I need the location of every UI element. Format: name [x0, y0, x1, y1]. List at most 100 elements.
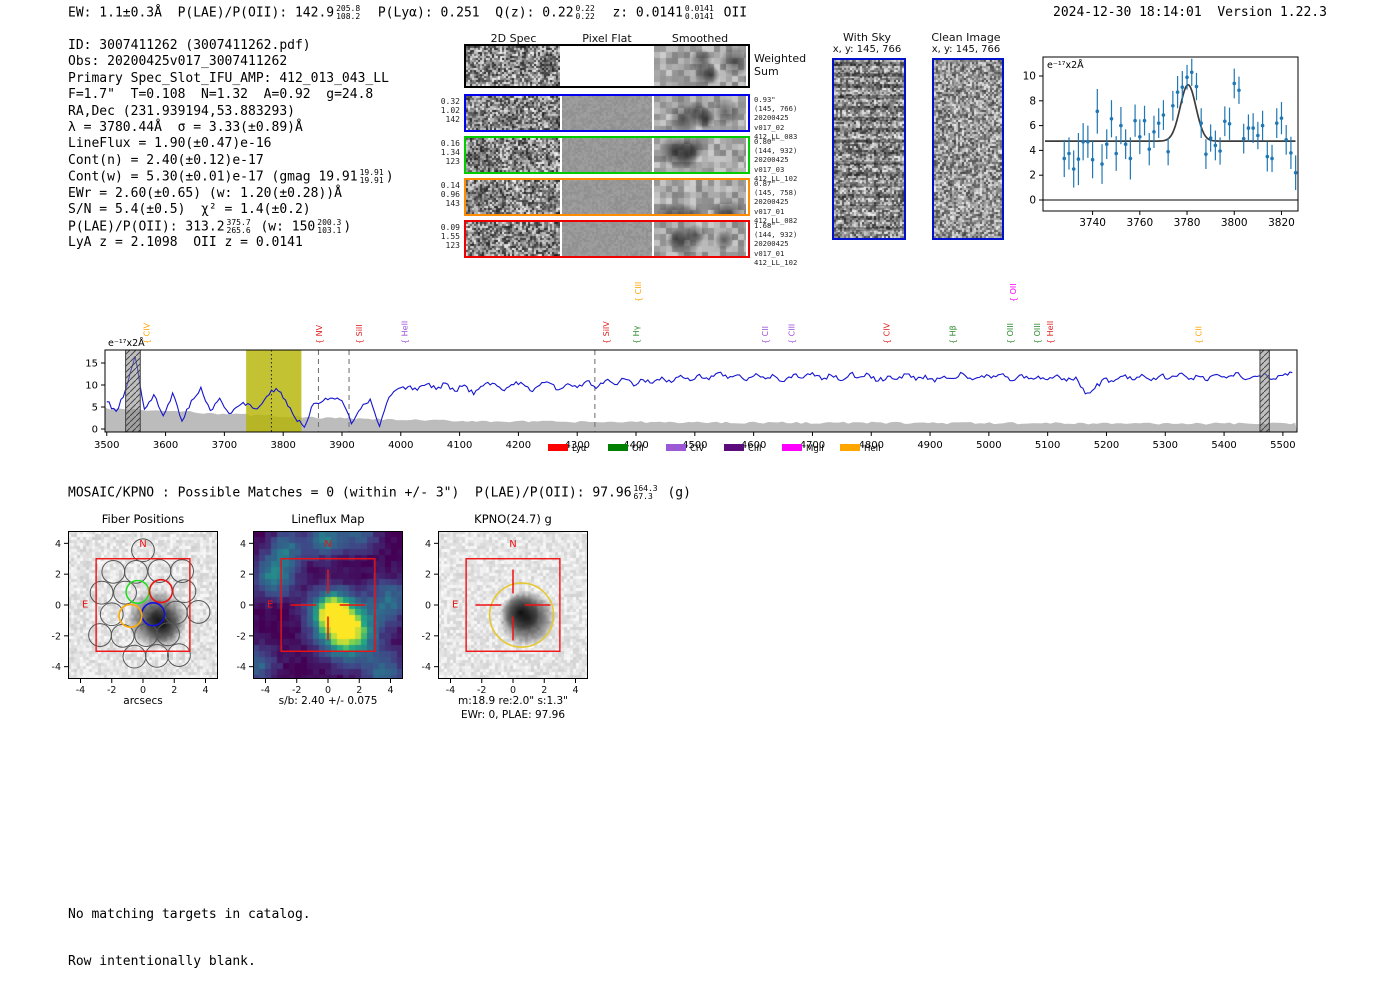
mosaic-match-line: MOSAIC/KPNO : Possible Matches = 0 (with…: [68, 484, 691, 501]
info-line: Primary Spec_Slot_IFU_AMP: 412_013_043_L…: [68, 70, 389, 86]
spec2d-row: [464, 44, 750, 88]
cutout-title: KPNO(24.7) g: [474, 512, 552, 526]
smoothed-image: [654, 180, 746, 214]
svg-text:4000: 4000: [388, 440, 413, 451]
spec2d-row: [464, 178, 750, 216]
east-label: E: [452, 599, 458, 610]
legend-label: OII: [632, 444, 644, 454]
info-line: P(LAE)/P(OII): 313.2 375.7 265.6 (w: 150 20…: [68, 217, 352, 235]
footer-line-1: No matching targets in catalog.: [68, 907, 311, 922]
svg-text:4800: 4800: [859, 440, 884, 451]
spec2d-row-left-labels: 0.14 0.96 143: [440, 181, 460, 208]
svg-text:-4: -4: [422, 662, 431, 673]
info-line: Cont(n) = 2.40(±0.12)e-17: [68, 152, 264, 168]
svg-text:4: 4: [1029, 145, 1036, 157]
fiber-circle: [99, 602, 124, 627]
stacked-uncertainty: 19.91 19.91: [359, 168, 384, 186]
info-line: S/N = 5.4(±0.5) χ² = 1.4(±0.2): [68, 202, 311, 218]
full-spectrum-chart: 3500 3600 3700 3800 3900 4000 4100 4200 4300 4400…: [85, 282, 1298, 454]
svg-text:5500: 5500: [1270, 440, 1295, 451]
highlighted-fiber-circle: [118, 603, 143, 628]
svg-text:4: 4: [240, 539, 246, 550]
pixel-flat-image: [562, 222, 652, 256]
spec2d-image: [466, 180, 560, 214]
svg-text:-2: -2: [52, 631, 61, 642]
info-line: RA,Dec (231.939194,53.883293): [68, 103, 295, 119]
spec2d-row-annotation: 1.68" (144, 932) 20200425 v017_01 412_LL_102: [754, 221, 798, 267]
cutout-title: Lineflux Map: [291, 512, 365, 526]
stacked-uncertainty: 205.8 108.2: [336, 4, 361, 21]
fiber-circle: [145, 643, 169, 668]
svg-text:2: 2: [1029, 170, 1036, 182]
east-label: E: [82, 599, 88, 610]
svg-text:0: 0: [510, 685, 516, 696]
svg-text:2: 2: [356, 685, 362, 696]
svg-text:4: 4: [572, 685, 578, 696]
fiber-circle: [122, 644, 147, 669]
svg-text:3600: 3600: [153, 440, 178, 451]
smoothed-image: [654, 138, 746, 172]
svg-text:0: 0: [240, 601, 246, 612]
legend-swatch: [548, 444, 568, 451]
svg-text:15: 15: [85, 359, 98, 370]
info-line: λ = 3780.44Å σ = 3.33(±0.89)Å: [68, 120, 303, 136]
fiber-circle: [89, 580, 114, 605]
svg-text:2: 2: [425, 570, 431, 581]
svg-text:3500: 3500: [94, 440, 119, 451]
svg-text:2: 2: [55, 570, 61, 581]
svg-text:4400: 4400: [623, 440, 648, 451]
emission-line-label: { OIII: [1006, 323, 1015, 344]
svg-text:3760: 3760: [1126, 217, 1153, 229]
fiber-circle: [101, 559, 126, 584]
fiber-circle: [170, 559, 194, 583]
svg-text:5100: 5100: [1035, 440, 1060, 451]
spec2d-row: [464, 94, 750, 132]
svg-text:0: 0: [1029, 195, 1036, 207]
emission-line-label: { CII: [1194, 326, 1203, 344]
svg-text:0: 0: [92, 425, 98, 436]
emission-line-label: { HeII: [400, 321, 409, 344]
spec2d-row-annotation: 0.87" (145, 758) 20200425 v017_01 412_LL_082: [754, 179, 798, 225]
svg-text:-4: -4: [446, 685, 455, 696]
legend-label: CIII: [748, 444, 761, 454]
svg-text:4700: 4700: [800, 440, 825, 451]
stacked-uncertainty: 200.3 103.1: [317, 217, 342, 235]
emission-line-label: { Hγ: [632, 325, 641, 344]
stacked-uncertainty: 164.3 67.3: [633, 484, 658, 501]
fiber-circle: [134, 623, 159, 647]
fit-chart-unit-label: e⁻¹⁷x2Å: [1047, 59, 1084, 71]
svg-text:2: 2: [171, 685, 177, 696]
summary-header: EW: 1.1±0.3Å P(LAE)/P(OII): 142.9 205.8 10…: [68, 4, 748, 21]
extraction-box: [280, 558, 376, 652]
emission-line-label: { CIV: [883, 322, 892, 344]
fiber-circle: [186, 600, 211, 624]
weighted-sum-label: Weighted Sum: [754, 52, 807, 78]
clean-image: [932, 58, 1004, 240]
cutout-xlabel: arcsecs: [123, 695, 163, 707]
clean-image-title: Clean Image: [931, 31, 1001, 44]
svg-text:5000: 5000: [976, 440, 1001, 451]
svg-text:8: 8: [1029, 95, 1036, 107]
pixel-flat-image: [562, 180, 652, 214]
spec2d-row-left-labels: 0.16 1.34 123: [440, 139, 460, 166]
svg-text:-4: -4: [76, 685, 85, 696]
svg-text:4: 4: [425, 539, 431, 550]
highlighted-fiber-circle: [140, 602, 166, 627]
cutout-title: Fiber Positions: [101, 512, 185, 526]
svg-text:3780: 3780: [1174, 217, 1201, 229]
cutout-image-1: N E -4 -4 -2 -2 0 0 2 2 4 4: [237, 531, 403, 696]
fiber-circle: [113, 580, 137, 605]
with-sky-title: With Sky: [843, 31, 891, 44]
legend-label: MgII: [806, 444, 824, 454]
east-label: E: [267, 599, 273, 610]
emission-line-label: { CIV: [142, 322, 151, 344]
legend-label: Lyα: [572, 444, 587, 454]
svg-text:5300: 5300: [1153, 440, 1178, 451]
smoothed-image: [654, 96, 746, 130]
with-sky-coords: x, y: 145, 766: [832, 44, 902, 55]
svg-text:-2: -2: [237, 631, 246, 642]
svg-text:-2: -2: [477, 685, 486, 696]
legend-label: HeII: [864, 444, 881, 454]
highlighted-fiber-circle: [125, 579, 150, 605]
svg-text:3820: 3820: [1268, 217, 1295, 229]
